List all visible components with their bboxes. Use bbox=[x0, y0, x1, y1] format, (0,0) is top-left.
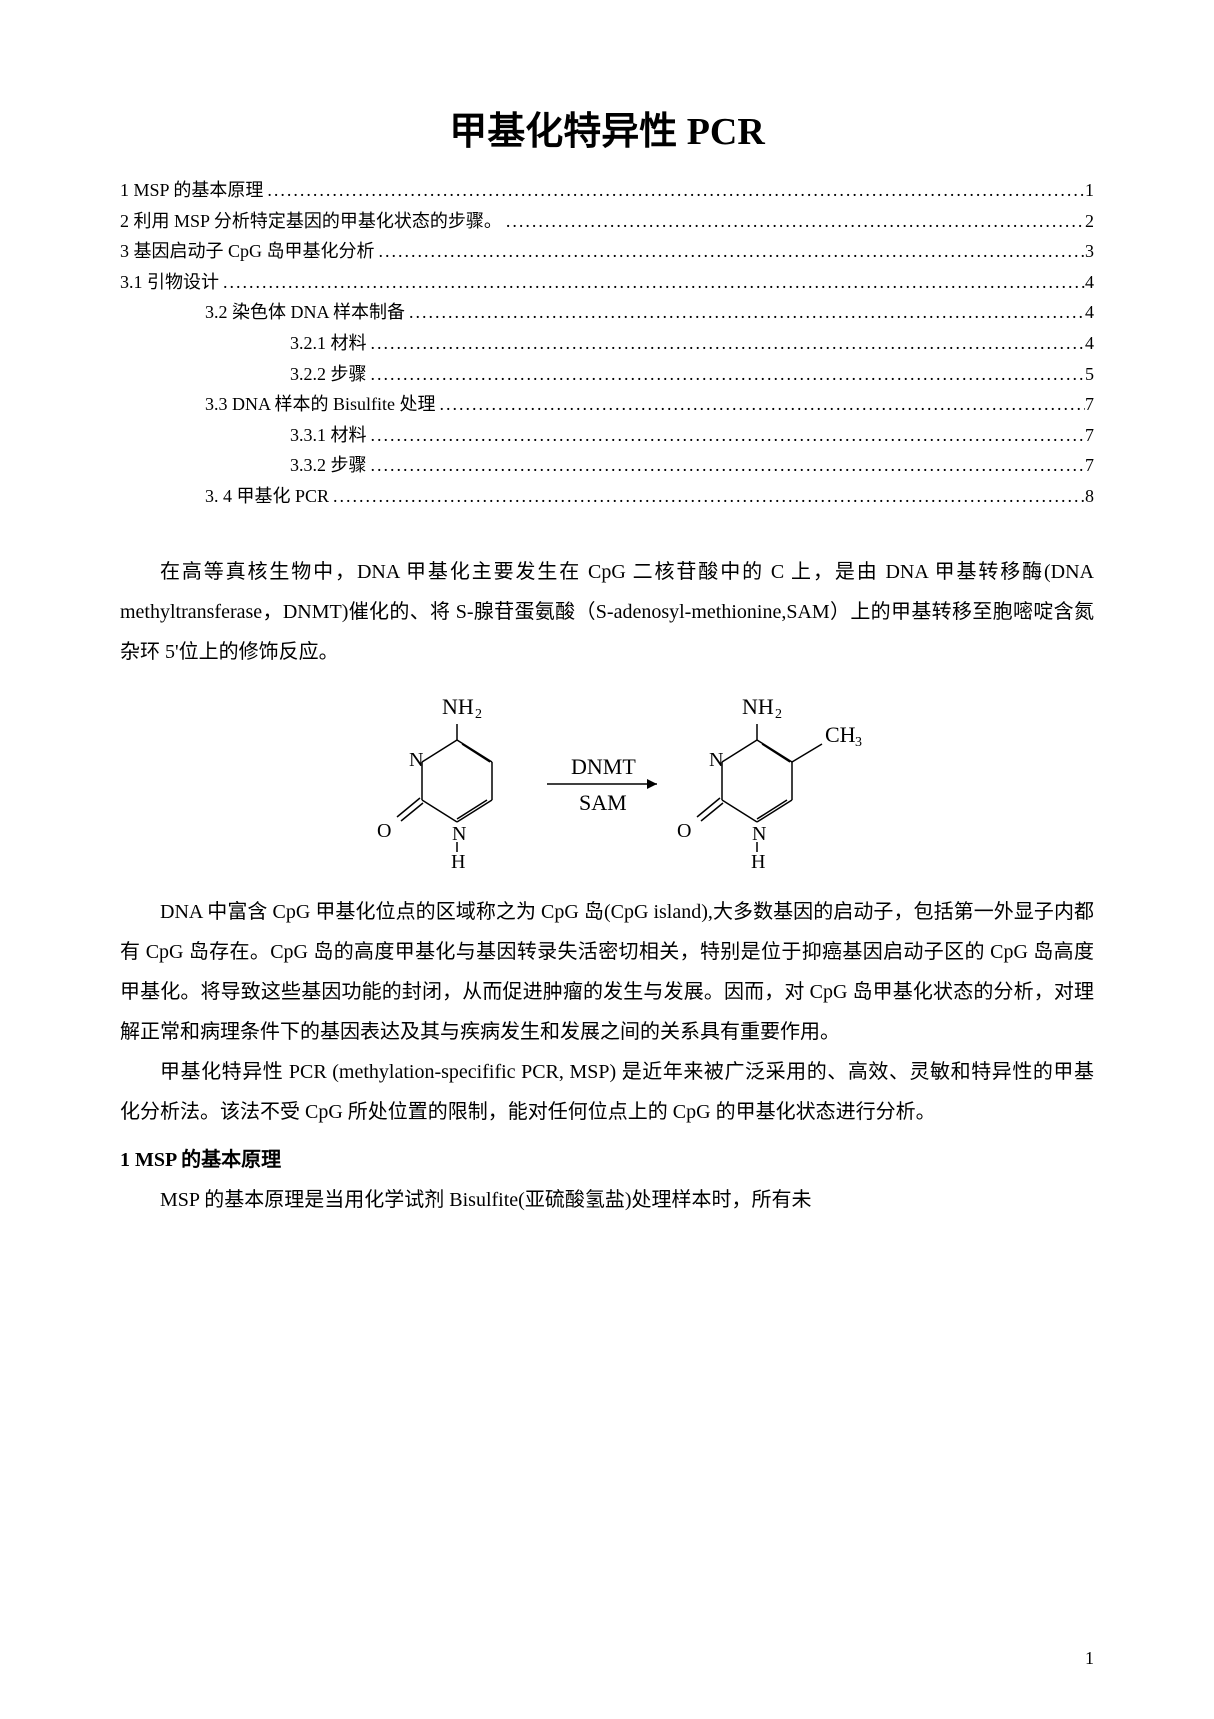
enzyme-dnmt: DNMT bbox=[571, 754, 636, 779]
toc-dots: ........................................… bbox=[436, 389, 1085, 420]
toc-entry: 3.1 引物设计................................… bbox=[120, 267, 1094, 298]
toc-entry: 1 MSP 的基本原理.............................… bbox=[120, 175, 1094, 206]
toc-page: 4 bbox=[1085, 297, 1094, 328]
toc-entry: 3.2 染色体 DNA 样本制备........................… bbox=[120, 297, 1094, 328]
ch3-label: CH bbox=[825, 722, 856, 747]
toc-entry: 3.3.1 材料................................… bbox=[120, 420, 1094, 451]
toc-entry: 3 基因启动子 CpG 岛甲基化分析......................… bbox=[120, 236, 1094, 267]
toc-page: 4 bbox=[1085, 328, 1094, 359]
toc-dots: ........................................… bbox=[329, 481, 1085, 512]
svg-text:2: 2 bbox=[775, 707, 782, 722]
toc-page: 5 bbox=[1085, 359, 1094, 390]
toc-page: 2 bbox=[1085, 206, 1094, 237]
toc-dots: ........................................… bbox=[405, 297, 1085, 328]
title-cn: 甲基化特异性 bbox=[449, 111, 687, 153]
toc-dots: ........................................… bbox=[367, 420, 1086, 451]
svg-text:N: N bbox=[409, 749, 423, 771]
toc-page: 4 bbox=[1085, 267, 1094, 298]
paragraph-4: MSP 的基本原理是当用化学试剂 Bisulfite(亚硫酸氢盐)处理样本时，所… bbox=[120, 1180, 1094, 1220]
methylcytosine-molecule: NH 2 N N H O CH 3 bbox=[677, 694, 862, 872]
toc-entry: 3.3 DNA 样本的 Bisulfite 处理................… bbox=[120, 389, 1094, 420]
toc-label: 3.3.1 材料 bbox=[290, 420, 367, 451]
svg-text:2: 2 bbox=[475, 707, 482, 722]
title-en: PCR bbox=[687, 111, 765, 153]
enzyme-sam: SAM bbox=[579, 790, 627, 815]
toc-dots: ........................................… bbox=[502, 206, 1085, 237]
toc-page: 7 bbox=[1085, 420, 1094, 451]
toc-page: 3 bbox=[1085, 236, 1094, 267]
svg-text:N: N bbox=[752, 823, 766, 845]
paragraph-2: DNA 中富含 CpG 甲基化位点的区域称之为 CpG 岛(CpG island… bbox=[120, 892, 1094, 1052]
toc-label: 3.3 DNA 样本的 Bisulfite 处理 bbox=[205, 389, 436, 420]
toc-page: 7 bbox=[1085, 450, 1094, 481]
toc-entry: 3.2.2 步骤................................… bbox=[120, 359, 1094, 390]
toc-label: 3.2 染色体 DNA 样本制备 bbox=[205, 297, 405, 328]
toc-label: 3. 4 甲基化 PCR bbox=[205, 481, 329, 512]
nh2-label: NH bbox=[442, 694, 474, 719]
cytosine-molecule: NH 2 N N H O bbox=[377, 694, 492, 872]
toc-dots: ........................................… bbox=[219, 267, 1085, 298]
section-heading-1: 1 MSP 的基本原理 bbox=[120, 1140, 1094, 1180]
toc-page: 7 bbox=[1085, 389, 1094, 420]
svg-text:N: N bbox=[452, 823, 466, 845]
toc-label: 3 基因启动子 CpG 岛甲基化分析 bbox=[120, 236, 375, 267]
table-of-contents: 1 MSP 的基本原理.............................… bbox=[120, 175, 1094, 512]
paragraph-1: 在高等真核生物中，DNA 甲基化主要发生在 CpG 二核苷酸中的 C 上，是由 … bbox=[120, 552, 1094, 672]
page-title: 甲基化特异性 PCR bbox=[120, 100, 1094, 155]
svg-text:O: O bbox=[377, 820, 391, 842]
paragraph-3: 甲基化特异性 PCR (methylation-specifific PCR, … bbox=[120, 1052, 1094, 1132]
toc-entry: 3. 4 甲基化 PCR............................… bbox=[120, 481, 1094, 512]
toc-dots: ........................................… bbox=[263, 175, 1085, 206]
toc-label: 3.3.2 步骤 bbox=[290, 450, 367, 481]
chemical-diagram: NH 2 N N H O bbox=[120, 692, 1094, 872]
toc-label: 3.2.2 步骤 bbox=[290, 359, 367, 390]
toc-entry: 3.2.1 材料................................… bbox=[120, 328, 1094, 359]
reaction-arrow: DNMT SAM bbox=[547, 754, 657, 815]
page-number: 1 bbox=[1085, 1648, 1094, 1669]
toc-page: 8 bbox=[1085, 481, 1094, 512]
toc-dots: ........................................… bbox=[367, 328, 1086, 359]
svg-text:H: H bbox=[451, 851, 465, 872]
toc-entry: 3.3.2 步骤................................… bbox=[120, 450, 1094, 481]
svg-text:O: O bbox=[677, 820, 691, 842]
toc-entry: 2 利用 MSP 分析特定基因的甲基化状态的步骤。...............… bbox=[120, 206, 1094, 237]
toc-page: 1 bbox=[1085, 175, 1094, 206]
toc-label: 3.2.1 材料 bbox=[290, 328, 367, 359]
toc-dots: ........................................… bbox=[367, 359, 1086, 390]
toc-dots: ........................................… bbox=[367, 450, 1086, 481]
toc-label: 3.1 引物设计 bbox=[120, 267, 219, 298]
body-text: 在高等真核生物中，DNA 甲基化主要发生在 CpG 二核苷酸中的 C 上，是由 … bbox=[120, 552, 1094, 1220]
toc-dots: ........................................… bbox=[375, 236, 1085, 267]
toc-label: 1 MSP 的基本原理 bbox=[120, 175, 263, 206]
svg-text:N: N bbox=[709, 749, 723, 771]
svg-text:H: H bbox=[751, 851, 765, 872]
toc-label: 2 利用 MSP 分析特定基因的甲基化状态的步骤。 bbox=[120, 206, 502, 237]
svg-text:3: 3 bbox=[855, 735, 862, 750]
svg-text:NH: NH bbox=[742, 694, 774, 719]
